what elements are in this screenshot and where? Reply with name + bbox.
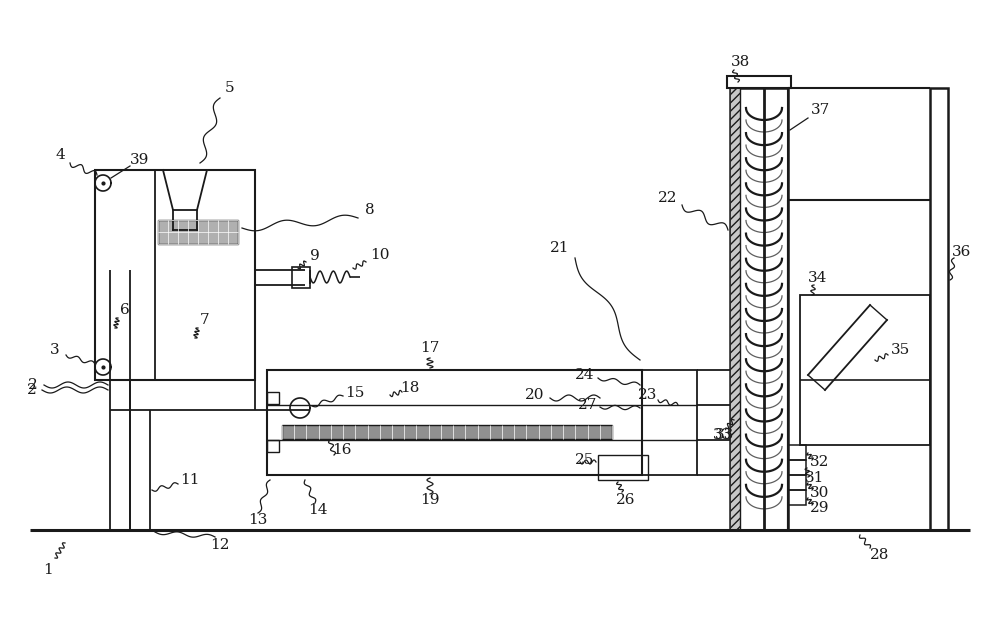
Text: 13: 13 xyxy=(248,513,268,527)
Bar xyxy=(730,88,740,530)
Text: 28: 28 xyxy=(870,548,890,562)
Bar xyxy=(282,425,612,439)
Text: 10: 10 xyxy=(370,248,390,262)
Text: 25: 25 xyxy=(575,453,595,467)
Text: 14: 14 xyxy=(308,503,328,517)
Text: 3: 3 xyxy=(50,343,60,357)
Bar xyxy=(788,490,806,505)
Text: 2: 2 xyxy=(27,383,37,397)
Polygon shape xyxy=(163,170,207,210)
Text: 17: 17 xyxy=(420,341,440,355)
Text: 7: 7 xyxy=(200,313,210,327)
Text: 33: 33 xyxy=(713,428,733,442)
Bar xyxy=(267,440,279,452)
Text: 16: 16 xyxy=(332,443,352,457)
Text: 39: 39 xyxy=(130,153,150,167)
Bar xyxy=(158,220,238,244)
Bar xyxy=(788,445,806,460)
Text: 21: 21 xyxy=(550,241,570,255)
Bar xyxy=(788,475,806,490)
Text: 11: 11 xyxy=(180,473,200,487)
Text: 35: 35 xyxy=(890,343,910,357)
Text: 33: 33 xyxy=(714,428,734,442)
Bar xyxy=(642,370,697,475)
Text: 20: 20 xyxy=(525,388,545,402)
Text: 9: 9 xyxy=(310,249,320,263)
Text: 12: 12 xyxy=(210,538,230,552)
Bar xyxy=(930,88,948,530)
Text: 27: 27 xyxy=(578,398,598,412)
Text: 19: 19 xyxy=(420,493,440,507)
Text: 8: 8 xyxy=(365,203,375,217)
Bar xyxy=(788,460,806,475)
Text: 26: 26 xyxy=(616,493,636,507)
Bar xyxy=(292,267,310,288)
Text: 36: 36 xyxy=(952,245,972,259)
Bar xyxy=(95,170,255,380)
Text: 2: 2 xyxy=(28,378,38,392)
Text: 37: 37 xyxy=(810,103,830,117)
Text: 6: 6 xyxy=(120,303,130,317)
Text: 29: 29 xyxy=(810,501,830,515)
Text: 38: 38 xyxy=(730,55,750,69)
Bar xyxy=(727,76,791,88)
Text: 5: 5 xyxy=(225,81,235,95)
Text: 22: 22 xyxy=(658,191,678,205)
Text: 34: 34 xyxy=(808,271,828,285)
Text: 18: 18 xyxy=(400,381,420,395)
Bar xyxy=(800,295,930,445)
Text: 15: 15 xyxy=(345,386,365,400)
Bar xyxy=(267,392,279,404)
Text: 32: 32 xyxy=(810,455,830,469)
Text: 23: 23 xyxy=(638,388,658,402)
Bar xyxy=(267,370,642,475)
Text: 24: 24 xyxy=(575,368,595,382)
Text: 31: 31 xyxy=(805,471,825,485)
Text: 4: 4 xyxy=(55,148,65,162)
Text: 1: 1 xyxy=(43,563,53,577)
Bar xyxy=(598,455,648,480)
Text: 30: 30 xyxy=(810,486,830,500)
Bar xyxy=(730,88,788,530)
